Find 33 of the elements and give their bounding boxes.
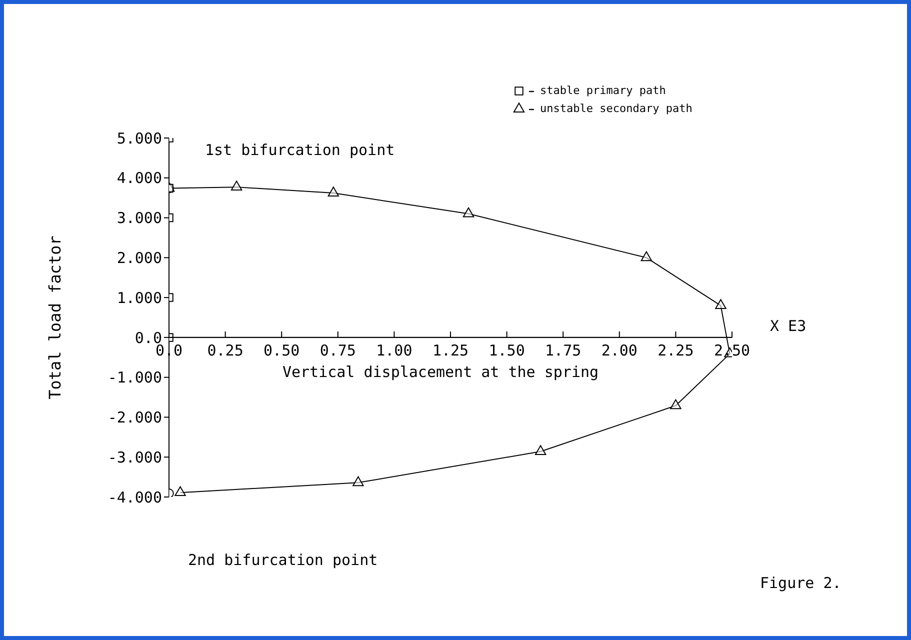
legend-label: unstable secondary path xyxy=(540,101,692,117)
point xyxy=(462,207,474,218)
point xyxy=(640,251,652,262)
point xyxy=(352,476,364,486)
y-tick-label: -1.000 xyxy=(108,368,162,387)
x-tick-label: 2.00 xyxy=(601,341,638,360)
x-tick-label: 1.75 xyxy=(545,341,582,360)
y-tick-label: 3.000 xyxy=(116,209,162,228)
caption: Figure 2. xyxy=(760,574,842,592)
text: X E3 xyxy=(770,317,806,335)
y-tick-label: -3.000 xyxy=(108,448,162,466)
y-tick-label: 5.000 xyxy=(116,129,162,148)
x-tick-label: 0.25 xyxy=(207,341,244,360)
point xyxy=(534,445,546,455)
y-tick-label: 4.000 xyxy=(116,169,162,188)
y-axis-title: Total load factor xyxy=(46,235,65,400)
legend-label: stable primary path xyxy=(540,83,666,99)
x-tick-label: 0.50 xyxy=(264,341,300,360)
annotation: 1st bifurcation point xyxy=(205,141,395,159)
x-tick-label: 1.50 xyxy=(488,341,525,360)
y-tick-label: -4.000 xyxy=(108,488,162,506)
y-tick-label: 1.000 xyxy=(116,288,162,307)
point xyxy=(328,186,339,196)
x-tick-label: 0.75 xyxy=(320,341,356,360)
point xyxy=(715,299,726,309)
x-tick-label: 1.00 xyxy=(376,341,412,360)
point xyxy=(670,399,682,410)
y-tick-label: -2.000 xyxy=(108,408,162,427)
y-tick-label: 2.000 xyxy=(116,248,162,267)
x-axis-title: Vertical displacement at the spring xyxy=(281,363,600,382)
text: 2nd bifurcation point xyxy=(188,551,378,569)
x-tick-label: 2.25 xyxy=(658,341,694,360)
x-tick-label: 1.25 xyxy=(432,341,469,360)
